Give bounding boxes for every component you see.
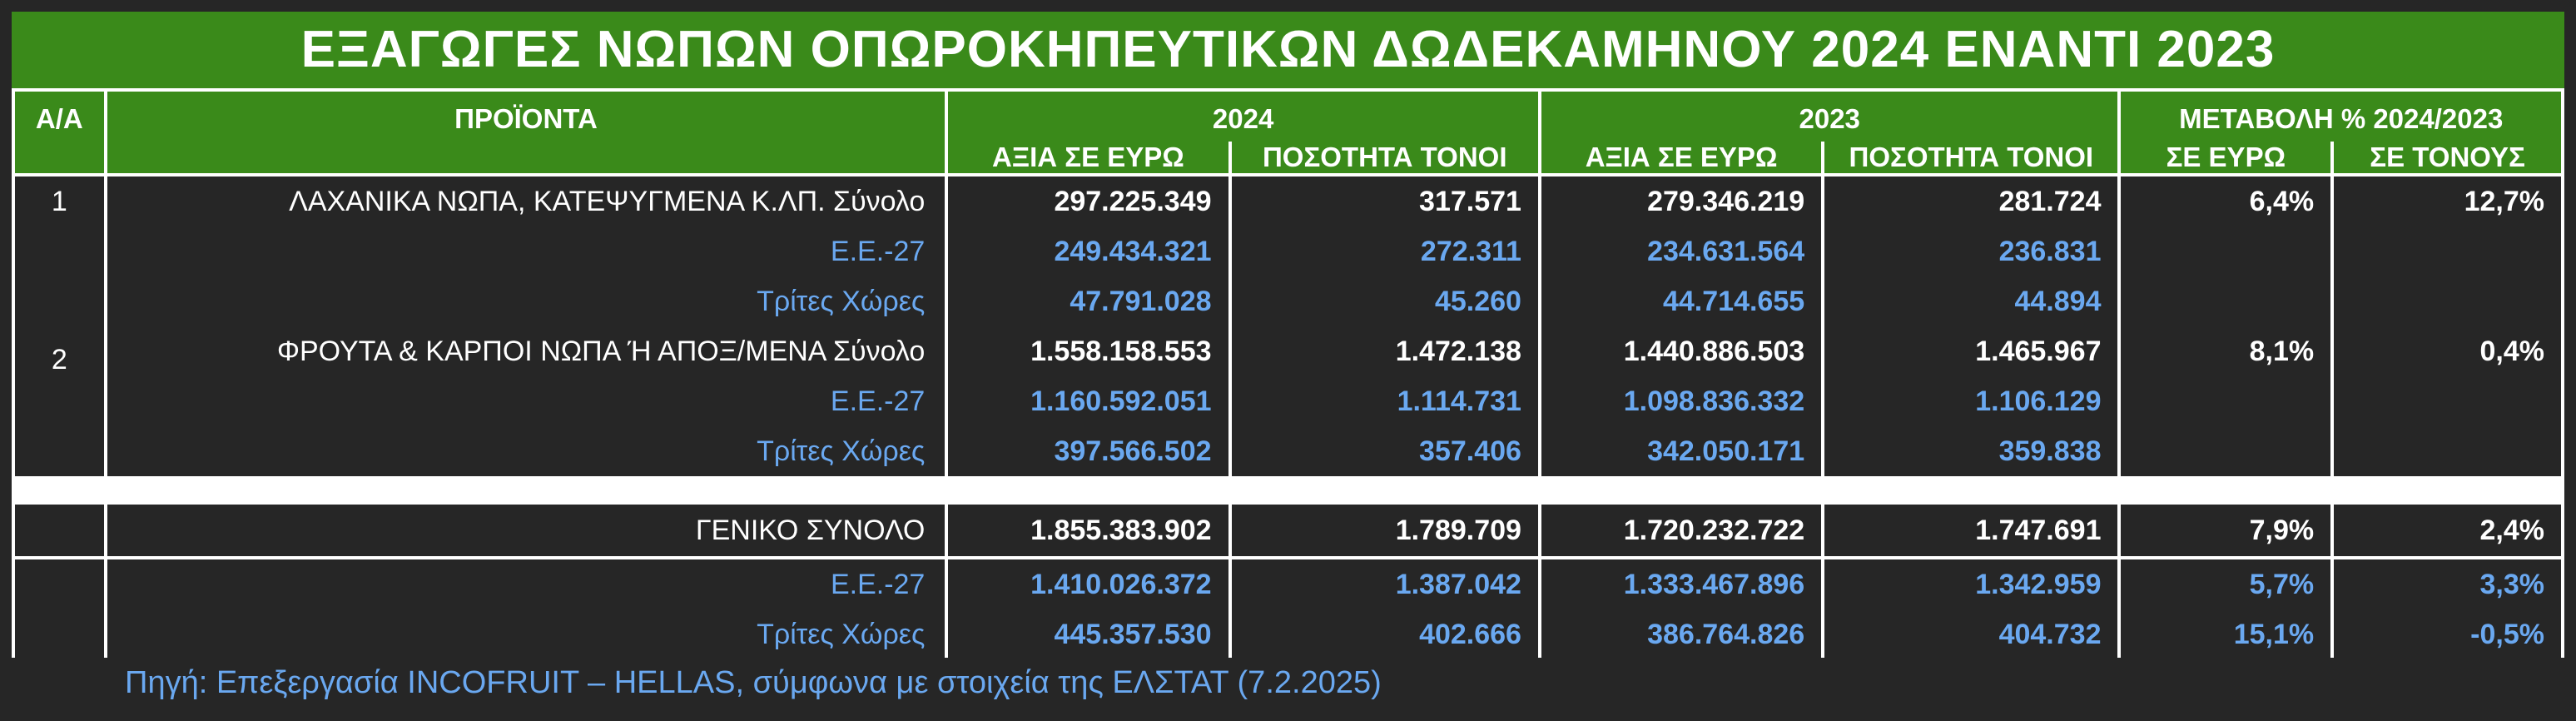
qty-2024: 1.114.731	[1231, 376, 1538, 426]
value-2023: 234.631.564	[1541, 226, 1822, 276]
total-row: ΓΕΝΙΚΟ ΣΥΝΟΛΟ 1.855.383.902 1.789.709 1.…	[15, 505, 2561, 556]
qty-2023: 44.894	[1824, 276, 2118, 326]
value-2024: 249.434.321	[948, 226, 1228, 276]
header-value-2023: ΑΞΙΑ ΣΕ ΕΥΡΩ	[1541, 142, 1822, 173]
row-label: Ε.Ε.-27	[107, 376, 946, 426]
total-table: ΓΕΝΙΚΟ ΣΥΝΟΛΟ 1.855.383.902 1.789.709 1.…	[12, 505, 2564, 556]
value-2023: 279.346.219	[1541, 177, 1822, 226]
qty-2024: 1.387.042	[1231, 559, 1538, 609]
change-eur: 5,7%	[2121, 559, 2331, 609]
table-frame: ΕΞΑΓΩΓΕΣ ΝΩΠΩΝ ΟΠΩΡΟΚΗΠΕΥΤΙΚΩΝ ΔΩΔΕΚΑΜΗΝ…	[12, 12, 2564, 659]
header-change-tons: ΣΕ ΤΟΝΟΥΣ	[2334, 142, 2561, 173]
row-label: Τρίτες Χώρες	[107, 276, 946, 326]
change-tons	[2334, 426, 2561, 476]
change-eur: 15,1%	[2121, 609, 2331, 659]
row-label: ΛΑΧΑΝΙΚΑ ΝΩΠΑ, ΚΑΤΕΨΥΓΜΕΝΑ Κ.ΛΠ. Σύνολο	[107, 177, 946, 226]
header-year-2024: 2024	[948, 92, 1538, 142]
qty-2023: 1.465.967	[1824, 326, 2118, 376]
row-label: Τρίτες Χώρες	[107, 609, 946, 659]
qty-2023: 236.831	[1824, 226, 2118, 276]
header-year-2023: 2023	[1541, 92, 2118, 142]
header-value-2024: ΑΞΙΑ ΣΕ ΕΥΡΩ	[948, 142, 1228, 173]
value-2024: 297.225.349	[948, 177, 1228, 226]
value-2024: 445.357.530	[948, 609, 1228, 659]
header-aa: Α/Α	[15, 92, 104, 173]
table-row: Τρίτες Χώρες 445.357.530 402.666 386.764…	[15, 609, 2561, 659]
qty-2024: 317.571	[1231, 177, 1538, 226]
table-row: 1 2 ΛΑΧΑΝΙΚΑ ΝΩΠΑ, ΚΑΤΕΨΥΓΜΕΝΑ Κ.ΛΠ. Σύνο…	[15, 177, 2561, 476]
row-label: Ε.Ε.-27	[107, 226, 946, 276]
qty-2024: 402.666	[1231, 609, 1538, 659]
value-2024: 1.410.026.372	[948, 559, 1228, 609]
header-qty-2024: ΠΟΣΟΤΗΤΑ ΤΟΝΟΙ	[1231, 142, 1538, 173]
table-row: Τρίτες Χώρες 397.566.502 357.406 342.050…	[15, 426, 2561, 476]
header-qty-2023: ΠΟΣΟΤΗΤΑ ΤΟΝΟΙ	[1824, 142, 2118, 173]
change-tons	[2334, 376, 2561, 426]
qty-2024: 45.260	[1231, 276, 1538, 326]
total-qty-2023: 1.747.691	[1824, 505, 2118, 556]
qty-2024: 272.311	[1231, 226, 1538, 276]
change-tons: 3,3%	[2334, 559, 2561, 609]
exports-table: Α/Α ΠΡΟΪΟΝΤΑ 2024 2023 ΜΕΤΑΒΟΛΗ % 2024/2…	[12, 92, 2564, 476]
source-note: Πηγή: Επεξεργασία INCOFRUIT – HELLAS, σύ…	[125, 665, 1382, 700]
header-change-eur: ΣΕ ΕΥΡΩ	[2121, 142, 2331, 173]
change-tons	[2334, 226, 2561, 276]
page-title: ΕΞΑΓΩΓΕΣ ΝΩΠΩΝ ΟΠΩΡΟΚΗΠΕΥΤΙΚΩΝ ΔΩΔΕΚΑΜΗΝ…	[12, 12, 2564, 88]
table-row: ΦΡΟΥΤΑ & ΚΑΡΠΟΙ ΝΩΠΑ Ή ΑΠΟΞ/ΜΕΝΑ Σύνολο …	[15, 326, 2561, 376]
qty-2024: 1.472.138	[1231, 326, 1538, 376]
value-2024: 1.160.592.051	[948, 376, 1228, 426]
qty-2023: 1.342.959	[1824, 559, 2118, 609]
qty-2023: 281.724	[1824, 177, 2118, 226]
change-tons: 12,7%	[2334, 177, 2561, 226]
total-value-2024: 1.855.383.902	[948, 505, 1228, 556]
table-row: Ε.Ε.-27 249.434.321 272.311 234.631.564 …	[15, 226, 2561, 276]
change-eur	[2121, 376, 2331, 426]
value-2023: 1.440.886.503	[1541, 326, 1822, 376]
total-change-eur: 7,9%	[2121, 505, 2331, 556]
qty-2024: 357.406	[1231, 426, 1538, 476]
change-eur	[2121, 226, 2331, 276]
header-change: ΜΕΤΑΒΟΛΗ % 2024/2023	[2121, 92, 2561, 142]
row-label: ΦΡΟΥΤΑ & ΚΑΡΠΟΙ ΝΩΠΑ Ή ΑΠΟΞ/ΜΕΝΑ Σύνολο	[107, 326, 946, 376]
value-2023: 342.050.171	[1541, 426, 1822, 476]
value-2023: 1.098.836.332	[1541, 376, 1822, 426]
table-row: Ε.Ε.-27 1.410.026.372 1.387.042 1.333.46…	[15, 559, 2561, 659]
value-2024: 47.791.028	[948, 276, 1228, 326]
breakdown-table: Ε.Ε.-27 1.410.026.372 1.387.042 1.333.46…	[12, 559, 2564, 659]
row-label: Τρίτες Χώρες	[107, 426, 946, 476]
change-eur	[2121, 276, 2331, 326]
qty-2023: 404.732	[1824, 609, 2118, 659]
row-number: 1	[51, 186, 67, 217]
total-value-2023: 1.720.232.722	[1541, 505, 1822, 556]
row-number: 2	[51, 344, 67, 375]
change-tons	[2334, 276, 2561, 326]
table-row: Τρίτες Χώρες 47.791.028 45.260 44.714.65…	[15, 276, 2561, 326]
table-row: Ε.Ε.-27 1.160.592.051 1.114.731 1.098.83…	[15, 376, 2561, 426]
value-2024: 397.566.502	[948, 426, 1228, 476]
qty-2023: 359.838	[1824, 426, 2118, 476]
change-eur: 8,1%	[2121, 326, 2331, 376]
qty-2023: 1.106.129	[1824, 376, 2118, 426]
value-2024: 1.558.158.553	[948, 326, 1228, 376]
value-2023: 44.714.655	[1541, 276, 1822, 326]
total-qty-2024: 1.789.709	[1231, 505, 1538, 556]
change-eur: 6,4%	[2121, 177, 2331, 226]
value-2023: 386.764.826	[1541, 609, 1822, 659]
total-label: ΓΕΝΙΚΟ ΣΥΝΟΛΟ	[107, 505, 946, 556]
change-tons: -0,5%	[2334, 609, 2561, 659]
change-tons: 0,4%	[2334, 326, 2561, 376]
header-products: ΠΡΟΪΟΝΤΑ	[107, 92, 946, 173]
value-2023: 1.333.467.896	[1541, 559, 1822, 609]
total-change-tons: 2,4%	[2334, 505, 2561, 556]
row-label: Ε.Ε.-27	[107, 559, 946, 609]
change-eur	[2121, 426, 2331, 476]
